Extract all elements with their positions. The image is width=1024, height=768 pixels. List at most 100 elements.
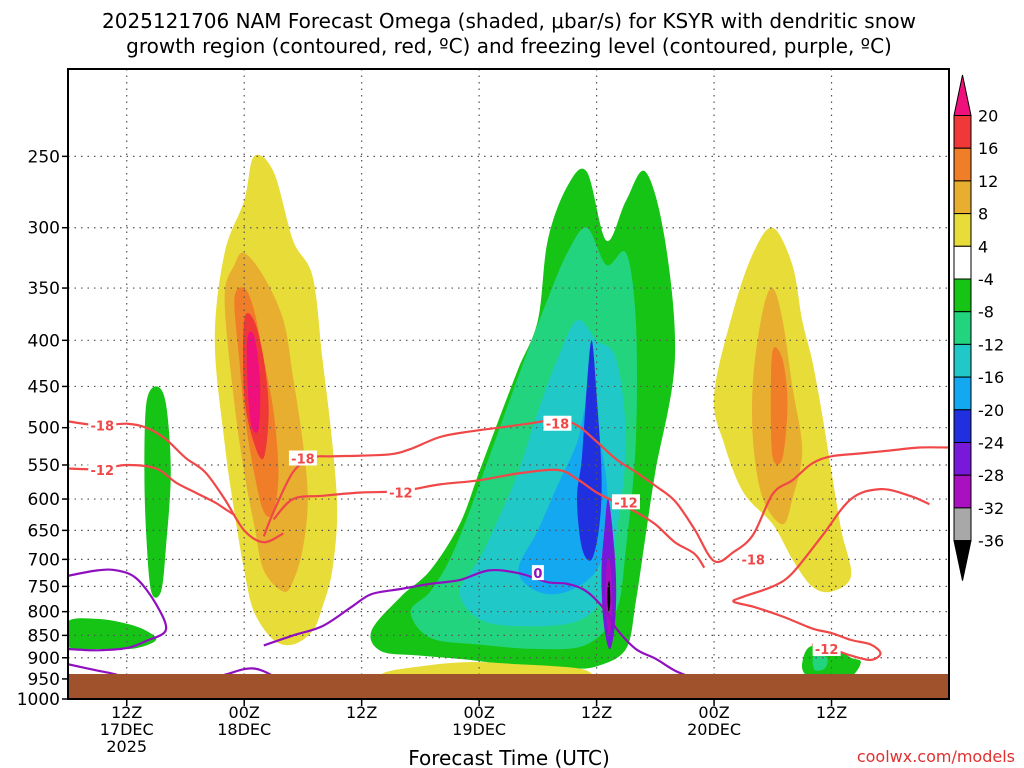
contour-label-5: -12	[611, 494, 640, 511]
contour-label-bg	[88, 417, 117, 433]
contour-label-bg	[543, 415, 572, 431]
colorbar-swatch-10	[953, 409, 972, 443]
contour-label-bg	[531, 565, 544, 581]
chart-title-line2: growth region (contoured, red, ºC) and f…	[126, 34, 892, 58]
contour-label-text: -12	[614, 496, 638, 511]
y-tick-label-250: 250	[28, 147, 60, 167]
colorbar-swatch-6	[953, 278, 972, 313]
y-tick-label-500: 500	[28, 419, 60, 439]
contour-label-2: -18	[288, 450, 317, 468]
x-tick-label-0-2: 17DEC	[100, 720, 154, 739]
contour-label-bg	[611, 494, 640, 510]
omega-shading	[68, 154, 861, 695]
x-tick-label-60-2: 20DEC	[687, 720, 741, 739]
colorbar-label-13: -36	[978, 532, 1004, 551]
contour-label-text: -12	[815, 643, 839, 658]
contour-label-text: -18	[291, 453, 315, 468]
contour-line-4	[732, 487, 930, 662]
x-tick-label-36-2: 19DEC	[452, 720, 506, 739]
colorbar-swatch-11	[953, 442, 972, 476]
contour-line-5	[68, 568, 168, 652]
colorbar-label-8: -16	[978, 368, 1004, 387]
colorbar-label-12: -32	[978, 499, 1004, 518]
y-tick-label-600: 600	[28, 490, 60, 510]
colorbar-label-4: 4	[978, 237, 988, 256]
colorbar-label-10: -24	[978, 434, 1004, 453]
x-tick-label-24-1: 12Z	[346, 703, 377, 722]
contour-label-text: -18	[91, 419, 115, 434]
y-axis: 250 300 350 400 450 500 550 600 650 700 750 800 850 9…	[17, 147, 68, 710]
contour-label-bg	[288, 450, 317, 466]
colorbar-label-1: 16	[978, 139, 998, 158]
contour-label-3: -12	[386, 484, 415, 501]
colorbar-label-2: 12	[978, 172, 998, 191]
omega-region-17	[68, 618, 157, 650]
x-tick-label-12-1: 00Z	[229, 703, 260, 722]
contour-line-3	[272, 468, 706, 569]
contour-label-text: 0	[533, 567, 542, 582]
contour-labels: -18 -12 -18 -12 -18 -12 -18 -12 0	[88, 415, 841, 658]
colorbar-label-7: -12	[978, 335, 1004, 354]
contour-label-bg	[739, 551, 768, 567]
colorbar-label-9: -20	[978, 401, 1004, 420]
contour-label-0: -18	[88, 417, 117, 434]
contour-line-0	[68, 420, 284, 544]
colorbar-swatch-12	[953, 474, 972, 509]
contour-label-8: 0	[531, 565, 544, 582]
contour-label-bg	[386, 484, 415, 500]
contour-line-2	[262, 418, 949, 564]
colorbar-label-0: 20	[978, 107, 998, 126]
colorbar-top-arrow	[953, 74, 972, 116]
omega-region-7	[607, 580, 611, 612]
colorbar: 20 16 12 8 4 -4 -8 -12 -16 -20 -24 -28 -32 -36	[953, 74, 1004, 581]
contour-label-bg	[812, 640, 841, 656]
colorbar-swatch-2	[953, 147, 972, 182]
y-tick-label-400: 400	[28, 331, 60, 351]
x-tick-label-36-1: 00Z	[463, 703, 494, 722]
x-tick-label-48-1: 12Z	[581, 703, 612, 722]
x-tick-label-0-3: 2025	[106, 737, 147, 756]
x-tick-label-60-1: 00Z	[698, 703, 729, 722]
contour-label-7: -12	[812, 640, 841, 658]
chart-title-line1: 2025121706 NAM Forecast Omega (shaded, μ…	[102, 9, 916, 33]
x-axis-label: Forecast Time (UTC)	[408, 746, 610, 768]
x-tick-label-12-2: 18DEC	[217, 720, 271, 739]
colorbar-label-5: -4	[978, 270, 994, 289]
terrain-ground	[68, 674, 949, 699]
y-tick-label-650: 650	[28, 521, 60, 541]
colorbar-swatch-7	[953, 311, 972, 345]
y-tick-label-900: 900	[28, 649, 60, 669]
y-tick-label-700: 700	[28, 550, 60, 570]
y-tick-label-350: 350	[28, 279, 60, 299]
y-tick-label-300: 300	[28, 219, 60, 239]
colorbar-swatch-13	[953, 507, 972, 542]
contour-label-text: -12	[91, 464, 115, 479]
y-tick-label-450: 450	[28, 377, 60, 397]
credit-text: coolwx.com/models	[857, 747, 1015, 766]
colorbar-swatch-9	[953, 376, 972, 411]
plot-frame	[67, 68, 950, 700]
colorbar-label-6: -8	[978, 303, 994, 322]
contour-label-6: -18	[739, 551, 768, 568]
omega-region-15	[770, 347, 788, 465]
y-tick-label-750: 750	[28, 577, 60, 597]
x-tick-label-0-1: 12Z	[111, 703, 142, 722]
colorbar-swatch-4	[953, 213, 972, 247]
colorbar-label-11: -28	[978, 466, 1004, 485]
colorbar-swatch-8	[953, 343, 972, 378]
contour-label-bg	[88, 461, 117, 477]
y-tick-label-950: 950	[28, 670, 60, 690]
colorbar-label-3: 8	[978, 205, 988, 224]
y-tick-label-1000: 1000	[17, 690, 60, 710]
colorbar-swatch-1	[953, 115, 972, 149]
contour-label-text: -18	[546, 418, 570, 433]
y-tick-label-550: 550	[28, 456, 60, 476]
colorbar-bottom-arrow	[953, 540, 972, 581]
contour-label-text: -12	[389, 486, 413, 501]
y-tick-label-800: 800	[28, 603, 60, 623]
contour-label-text: -18	[741, 553, 765, 568]
grid	[68, 69, 949, 699]
contour-label-4: -18	[543, 415, 572, 433]
